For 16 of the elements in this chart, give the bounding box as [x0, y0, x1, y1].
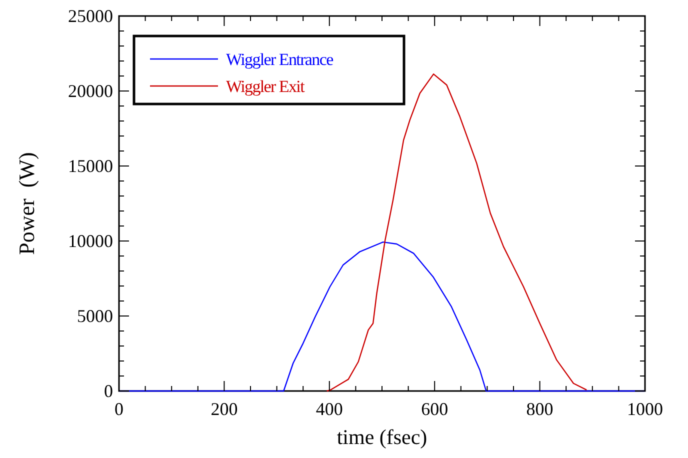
y-tick-label: 5000	[77, 306, 113, 326]
x-tick-label: 800	[526, 399, 554, 419]
y-tick-label: 15000	[68, 156, 113, 176]
y-tick-label: 0	[104, 381, 113, 401]
x-tick-label: 200	[210, 399, 238, 419]
x-tick-label: 1000	[627, 399, 663, 419]
y-axis-title: Power (W)	[14, 152, 39, 255]
x-axis-title: time (fsec)	[336, 425, 428, 449]
legend-label: Wiggler Exit	[226, 77, 306, 96]
x-tick-label: 600	[421, 399, 448, 419]
y-tick-label: 25000	[68, 6, 113, 26]
x-tick-label: 400	[316, 399, 343, 419]
y-tick-label: 10000	[68, 231, 113, 251]
y-tick-label: 20000	[68, 81, 113, 101]
legend-label: Wiggler Entrance	[226, 50, 334, 69]
line-series	[326, 73, 588, 392]
